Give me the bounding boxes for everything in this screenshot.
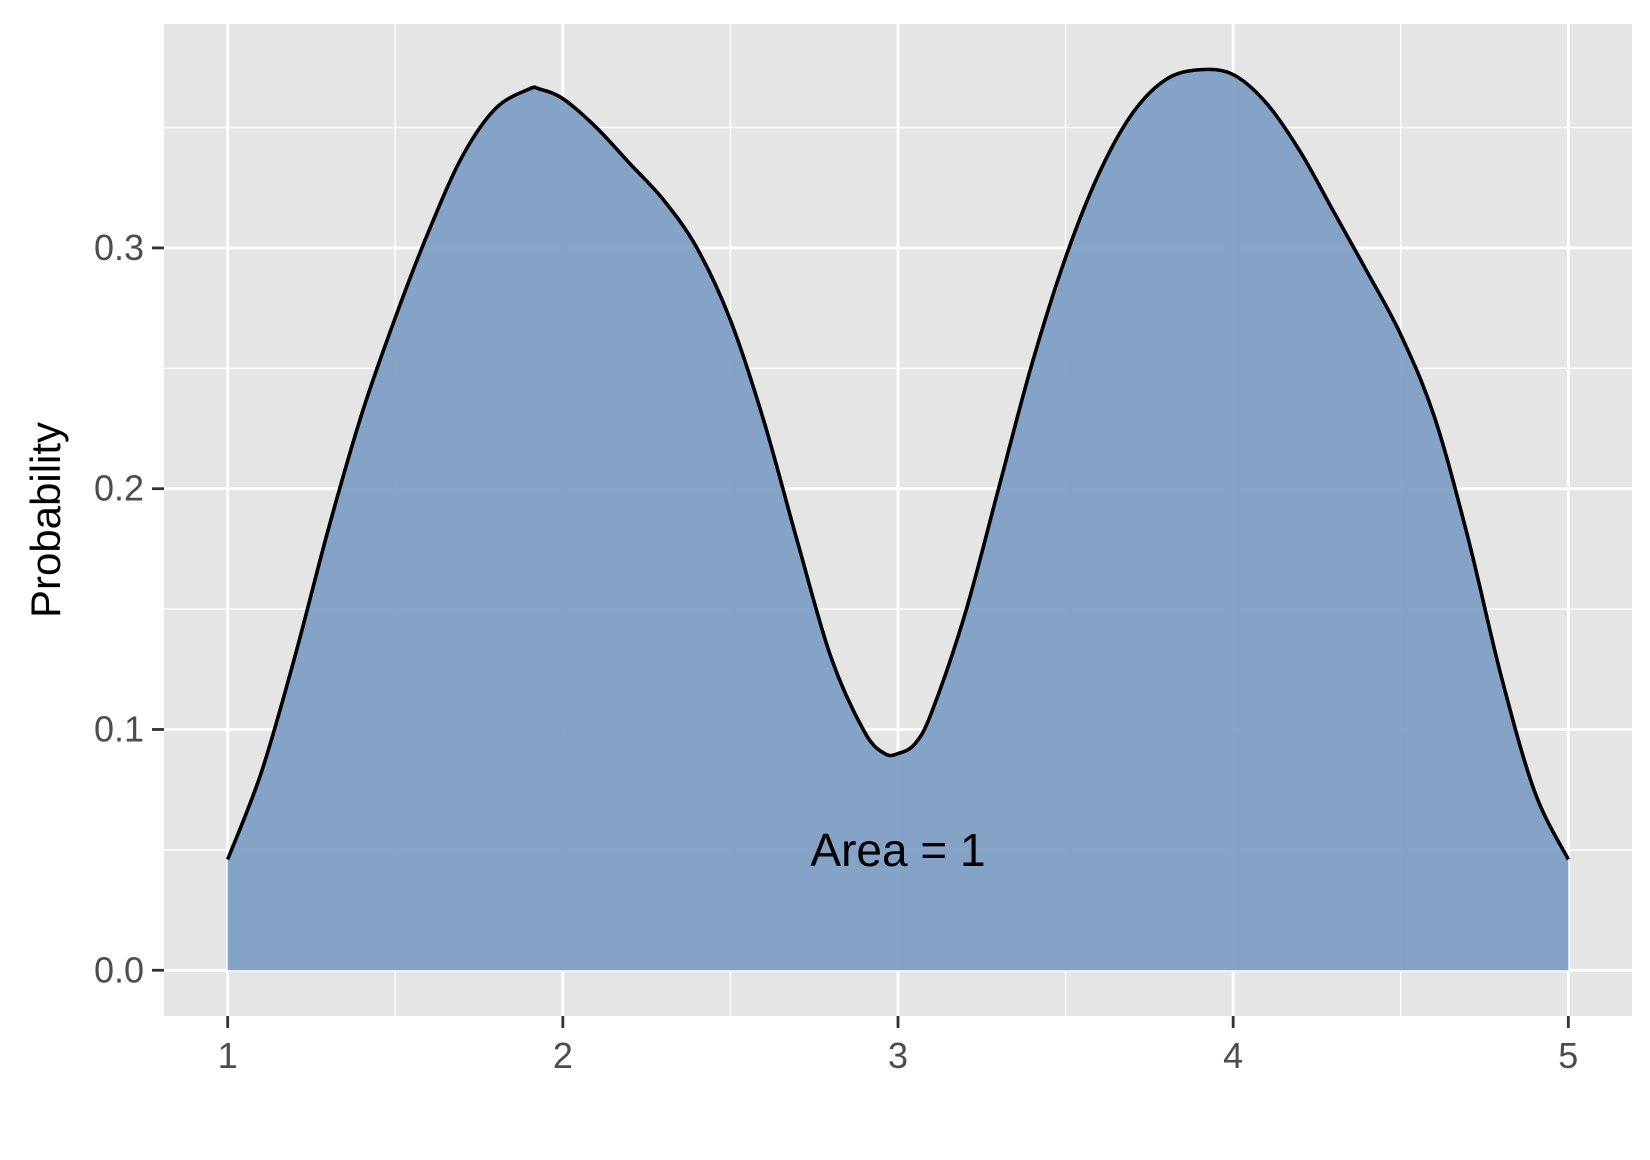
density-area-layer (226, 67, 1570, 971)
x-tick-label: 5 (1558, 1035, 1578, 1076)
y-axis-title: Probability (22, 422, 69, 618)
y-tick-label: 0.0 (94, 949, 144, 990)
y-tick-label: 0.2 (94, 468, 144, 509)
x-tick-label: 2 (553, 1035, 573, 1076)
density-curve (226, 67, 1570, 861)
y-tick-label: 0.3 (94, 227, 144, 268)
x-tick-label: 1 (218, 1035, 238, 1076)
density-area-fill (227, 69, 1569, 971)
area-annotation: Area = 1 (810, 824, 985, 876)
y-tick-label: 0.1 (94, 708, 144, 749)
axes: 0.0 0.1 0.2 0.3 1 2 3 4 5 (94, 227, 1578, 1076)
x-tick-label: 4 (1223, 1035, 1243, 1076)
x-tick-label: 3 (888, 1035, 908, 1076)
